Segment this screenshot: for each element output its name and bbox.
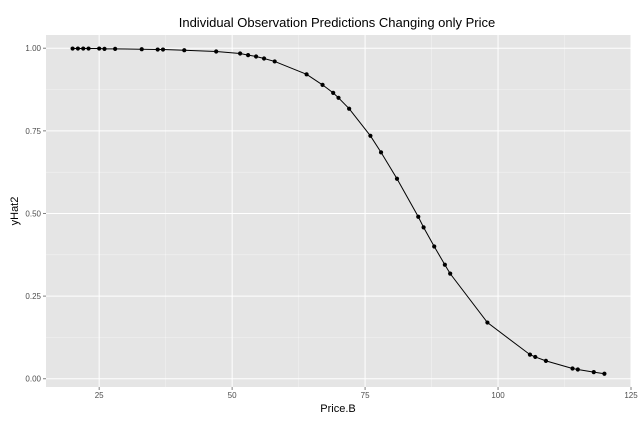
data-point [160,47,166,52]
data-point [543,358,549,363]
grid-major [46,35,632,387]
data-point [102,46,107,51]
data-point [139,47,144,52]
data-point [81,46,86,51]
y-tick-label: 0.75 [25,127,41,136]
data-point [238,51,243,56]
data-point [272,59,277,64]
data-point [304,72,309,77]
data-point [448,271,453,276]
x-tick-label: 125 [624,391,638,400]
data-point [245,53,251,58]
y-axis-ticks: 0.00 0.25 0.50 0.75 1.00 [25,44,46,384]
data-point [575,367,580,372]
data-point [378,150,384,155]
data-point [75,46,81,51]
data-point [368,133,373,138]
data-point [320,82,325,88]
y-tick-label: 0.00 [25,375,41,384]
y-tick-label: 0.25 [25,292,41,301]
x-tick-label: 50 [228,391,237,400]
data-point [214,49,219,54]
data-point [602,371,607,376]
y-tick-label: 1.00 [25,44,41,53]
data-point [485,320,490,325]
data-point [97,46,102,51]
series-line [72,48,605,375]
data-point [347,106,352,111]
data-point [155,47,160,52]
data-point [442,262,447,267]
x-axis-label: Price.B [320,403,355,415]
data-point [421,225,426,230]
data-point [253,54,259,59]
grid-minor [46,35,631,387]
data-point [86,46,91,51]
data-point [533,354,538,360]
data-point [113,46,118,51]
y-axis-label: yHat2 [9,197,21,226]
data-point [336,95,341,100]
plot-panel [46,35,631,387]
data-point [70,46,75,51]
y-tick-label: 0.50 [25,209,41,218]
series-group [70,46,607,376]
x-tick-label: 100 [491,391,505,400]
chart-title: Individual Observation Predictions Chang… [179,15,496,30]
data-point [261,56,267,61]
data-point [394,176,400,181]
x-axis-ticks: 25 50 75 100 125 [95,387,638,400]
data-point [527,352,533,357]
data-point [182,48,187,53]
x-tick-label: 25 [95,391,104,400]
data-point [432,244,437,249]
data-point [331,90,336,95]
data-point [570,366,575,371]
data-point [416,214,421,219]
x-tick-label: 75 [361,391,370,400]
data-point [591,370,596,375]
